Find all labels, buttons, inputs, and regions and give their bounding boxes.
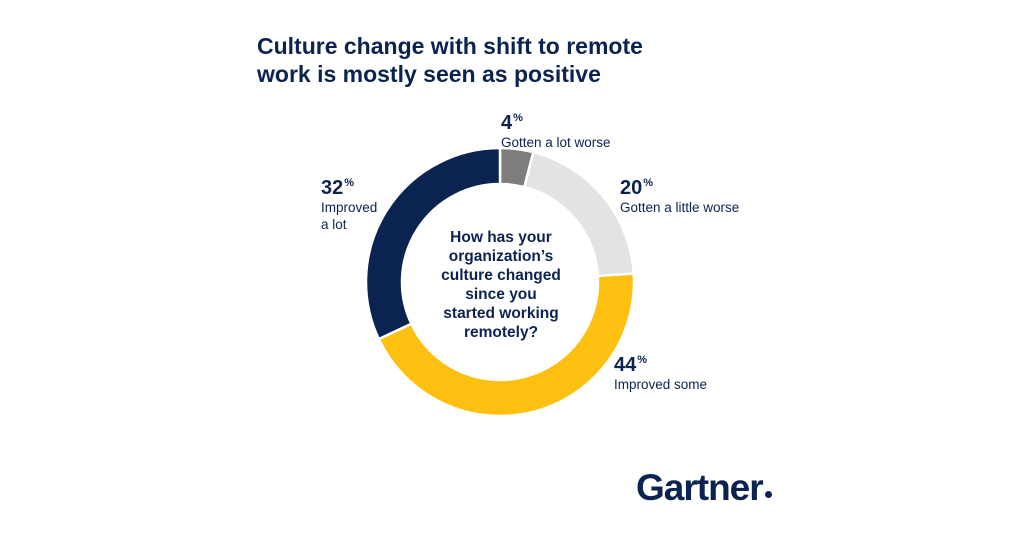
chart-title-line-2: work is mostly seen as positive — [257, 61, 601, 87]
slice-label-improved-some: 44% Improved some — [614, 349, 707, 393]
chart-title-line-1: Culture change with shift to remote — [257, 33, 643, 59]
slice-name-improved-a-lot-line-1: Improved — [321, 200, 378, 215]
slice-value-improved-a-lot: 32% — [321, 177, 355, 199]
donut-slice-improved-a-lot — [364, 146, 502, 341]
center-question-line-6: remotely? — [463, 324, 539, 341]
slice-name-gotten-a-little-worse: Gotten a little worse — [620, 200, 740, 215]
slice-value-improved-some: 44% — [614, 354, 648, 376]
slice-name-gotten-a-lot-worse: Gotten a lot worse — [501, 135, 611, 150]
slice-name-improved-a-lot-line-2: a lot — [321, 217, 347, 232]
donut-slice-improved-some — [377, 272, 636, 418]
slice-name-improved-some: Improved some — [614, 377, 708, 392]
center-question: How has your organization’s culture chan… — [418, 228, 584, 342]
gartner-logo: Gartner — [636, 468, 772, 508]
slice-label-gotten-a-little-worse: 20% Gotten a little worse — [620, 172, 739, 216]
center-question-line-1: How has your — [450, 229, 552, 246]
slice-label-gotten-a-lot-worse: 4% Gotten a lot worse — [501, 107, 611, 151]
center-question-line-3: culture changed — [441, 267, 561, 284]
slice-label-improved-a-lot: 32% Improved a lot — [321, 172, 377, 233]
slice-value-gotten-a-little-worse: 20% — [620, 177, 654, 199]
slice-value-gotten-a-lot-worse: 4% — [501, 112, 523, 134]
chart-title: Culture change with shift to remote work… — [257, 32, 777, 88]
logo-dot-icon — [764, 491, 772, 498]
center-question-line-5: started working — [443, 305, 559, 322]
center-question-line-4: since you — [465, 286, 537, 303]
center-question-line-2: organization’s — [448, 248, 554, 265]
